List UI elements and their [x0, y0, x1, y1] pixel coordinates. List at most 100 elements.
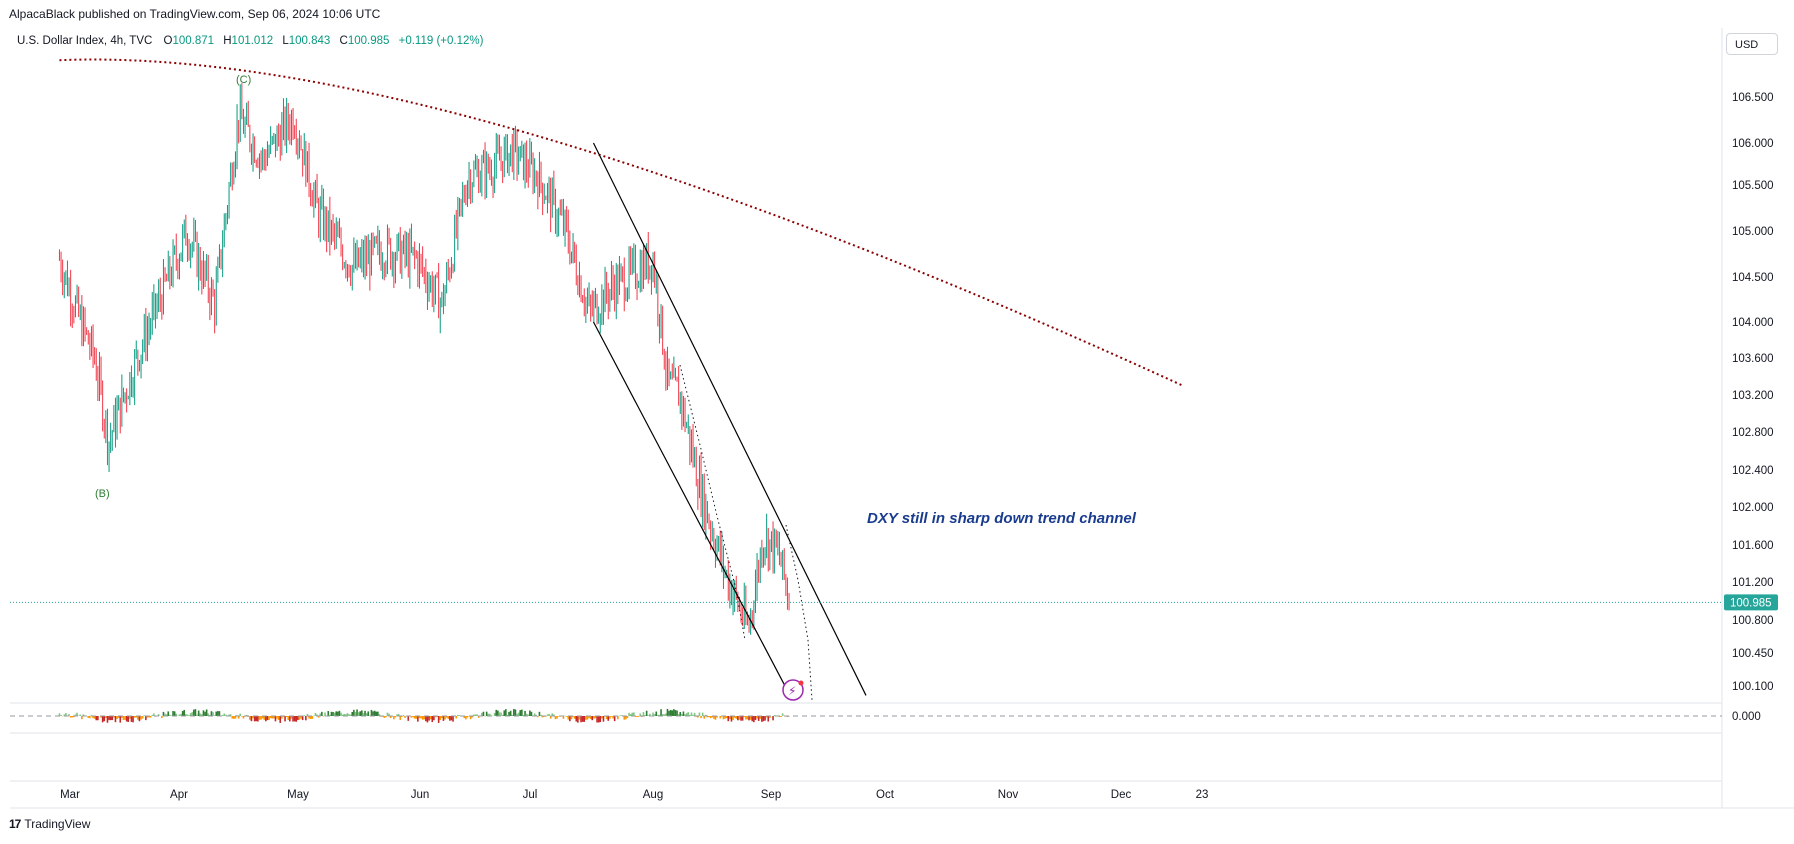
- currency-button[interactable]: USD: [1726, 33, 1778, 55]
- oscillator-bar: [753, 716, 755, 723]
- oscillator-bar: [474, 714, 477, 716]
- oscillator-bar: [68, 714, 70, 716]
- alert-icon[interactable]: ⚡: [782, 679, 804, 701]
- oscillator-bar: [341, 714, 344, 716]
- oscillator-bar: [535, 714, 538, 716]
- oscillator-bar: [773, 715, 776, 716]
- oscillator-bar: [103, 716, 106, 722]
- oscillator-bar: [527, 714, 530, 716]
- oscillator-bar: [183, 709, 186, 716]
- oscillator-bar: [417, 716, 419, 722]
- time-tick-label: Sep: [761, 789, 781, 801]
- oscillator-bar: [60, 715, 62, 716]
- oscillator-bar: [356, 709, 358, 716]
- oscillator-bar: [191, 712, 194, 716]
- oscillator-bar: [300, 716, 302, 719]
- oscillator-bar: [725, 716, 728, 719]
- oscillator-bar: [253, 716, 256, 722]
- oscillator-bar: [127, 716, 130, 722]
- oscillator-bar: [573, 716, 576, 719]
- price-tick-label: 105.500: [1732, 180, 1774, 192]
- last-price-tag: 100.985: [1724, 594, 1778, 611]
- oscillator-bar: [327, 711, 330, 716]
- trend-annotation[interactable]: DXY still in sharp down trend channel: [867, 510, 1137, 527]
- oscillator-bar: [457, 714, 459, 716]
- oscillator-bar: [114, 716, 117, 723]
- oscillator-bar: [58, 713, 61, 716]
- oscillator-bar: [668, 710, 670, 716]
- oscillator-bar: [357, 712, 360, 716]
- oscillator-bar: [727, 716, 730, 722]
- oscillator-bar: [69, 716, 72, 718]
- long-term-resistance-curve[interactable]: [59, 58, 1184, 387]
- oscillator-bar: [657, 714, 659, 716]
- oscillator-bar: [106, 716, 109, 723]
- oscillator-bar: [116, 716, 118, 719]
- oscillator-bar: [669, 710, 672, 716]
- oscillator-bar: [292, 716, 294, 722]
- oscillator-bar: [508, 711, 510, 716]
- oscillator-bar: [439, 716, 442, 720]
- price-tick-label: 104.000: [1732, 317, 1774, 329]
- oscillator-bar: [509, 710, 512, 716]
- wave-label-c[interactable]: (C): [236, 74, 251, 86]
- oscillator-bar: [303, 715, 306, 716]
- oscillator-bar: [674, 710, 677, 716]
- oscillator-bar: [769, 716, 771, 718]
- oscillator-bar: [260, 716, 262, 720]
- tradingview-logo-icon: 17: [9, 817, 21, 831]
- oscillator-bar: [223, 713, 226, 716]
- oscillator-bar: [73, 716, 75, 718]
- oscillator-bar: [623, 716, 626, 720]
- oscillator-bar: [628, 712, 630, 716]
- channel-upper-line[interactable]: [592, 142, 867, 696]
- oscillator-bar: [572, 716, 574, 718]
- oscillator-bar: [575, 716, 578, 722]
- oscillator-bar: [362, 713, 365, 716]
- candles-group: [58, 83, 790, 635]
- oscillator-bar: [521, 709, 523, 716]
- oscillator-bar: [593, 716, 595, 719]
- oscillator-bar: [613, 716, 616, 722]
- oscillator-bar: [469, 716, 472, 720]
- oscillator-bar: [351, 711, 354, 716]
- oscillator-bar: [610, 716, 613, 717]
- time-axis[interactable]: Mar Apr May Jun Jul Aug Sep Oct Nov Dec 23: [60, 789, 1208, 801]
- oscillator-bar: [92, 716, 94, 719]
- price-tick-label: 105.000: [1732, 226, 1774, 238]
- oscillator-bar: [737, 716, 739, 721]
- oscillator-bar: [687, 712, 690, 716]
- oscillator-bar: [348, 714, 350, 716]
- oscillator-bar: [722, 716, 725, 720]
- oscillator-bar: [138, 716, 141, 722]
- oscillator-bar: [578, 716, 581, 720]
- oscillator-bar: [661, 714, 664, 716]
- price-tick-label: 102.400: [1732, 465, 1774, 477]
- oscillator-zero-label: 0.000: [1732, 711, 1761, 723]
- oscillator-bar: [197, 710, 200, 716]
- oscillator-bar: [122, 716, 125, 720]
- symbol-title[interactable]: U.S. Dollar Index, 4h, TVC: [17, 35, 153, 47]
- oscillator-bar: [385, 716, 387, 718]
- oscillator-bar: [383, 716, 386, 718]
- oscillator-bar: [132, 716, 134, 723]
- oscillator-bar: [130, 716, 133, 722]
- oscillator-bar: [113, 716, 115, 718]
- oscillator-bar: [234, 716, 237, 719]
- oscillator-bar: [473, 714, 475, 716]
- oscillator-bar: [743, 716, 746, 717]
- oscillator-bar: [765, 716, 768, 718]
- oscillator-bar: [290, 716, 293, 719]
- oscillator-bar: [121, 716, 123, 718]
- oscillator-bar: [503, 710, 506, 716]
- footer-brand[interactable]: 17 TradingView: [9, 817, 90, 831]
- wave-label-b[interactable]: (B): [95, 488, 110, 500]
- price-axis[interactable]: 106.500 106.000 105.500 105.000 104.500 104.0…: [1732, 92, 1774, 693]
- channel-lower-line[interactable]: [592, 321, 791, 696]
- oscillator-bar: [317, 716, 320, 718]
- oscillator-bar: [433, 716, 435, 721]
- oscillator-bar: [397, 713, 400, 716]
- oscillator-bar: [162, 711, 165, 716]
- oscillator-bar: [554, 716, 557, 720]
